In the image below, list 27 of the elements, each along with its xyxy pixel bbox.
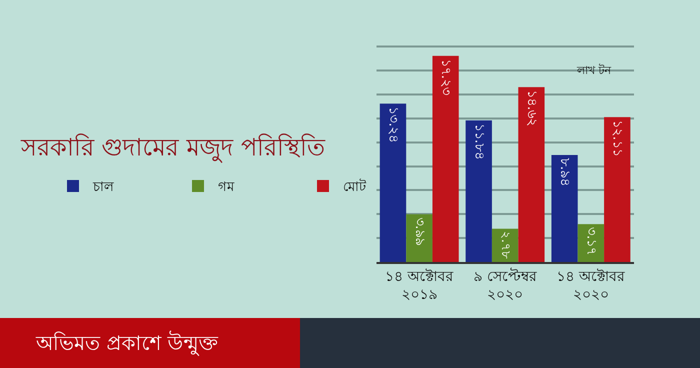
bar — [518, 87, 545, 262]
bar — [466, 120, 492, 262]
bar — [551, 155, 578, 262]
annotation: লাখ টন — [576, 64, 612, 77]
bar — [604, 117, 630, 262]
data-label: ২.৭৮ — [498, 230, 513, 259]
data-label: ১২.১১ — [610, 120, 625, 156]
text: সরকারি গুদামের মজুদ পরিস্থিতি — [20, 134, 326, 163]
bar — [492, 228, 518, 262]
data-label: ১১.৮৪ — [471, 123, 486, 160]
bar — [380, 104, 406, 262]
text: অভিমত প্রকাশে উন্মুক্ত — [35, 331, 219, 356]
data-label: ১৭.২৩ — [438, 58, 454, 95]
bar — [578, 224, 604, 262]
bar — [406, 214, 432, 262]
legend-label: চাল — [92, 180, 114, 196]
x-tick-label: ১৪ অক্টোবর ২০২০ — [556, 268, 626, 303]
legend-label: গম — [218, 180, 235, 196]
data-label: ১৩.২৪ — [385, 106, 400, 143]
x-tick-label: ১৪ অক্টোবর ২০১৯ — [385, 268, 454, 303]
data-label: ১৪.৬২ — [524, 90, 539, 126]
bar — [432, 56, 459, 262]
data-label: ৮.৯৪ — [557, 158, 572, 186]
x-tick-label: ৯ সেপ্টেম্বর ২০২০ — [473, 268, 537, 303]
data-label: ৩.১৭ — [583, 227, 598, 256]
legend-label: মোট — [343, 179, 367, 196]
data-label: ৩.৯৯ — [412, 217, 427, 246]
